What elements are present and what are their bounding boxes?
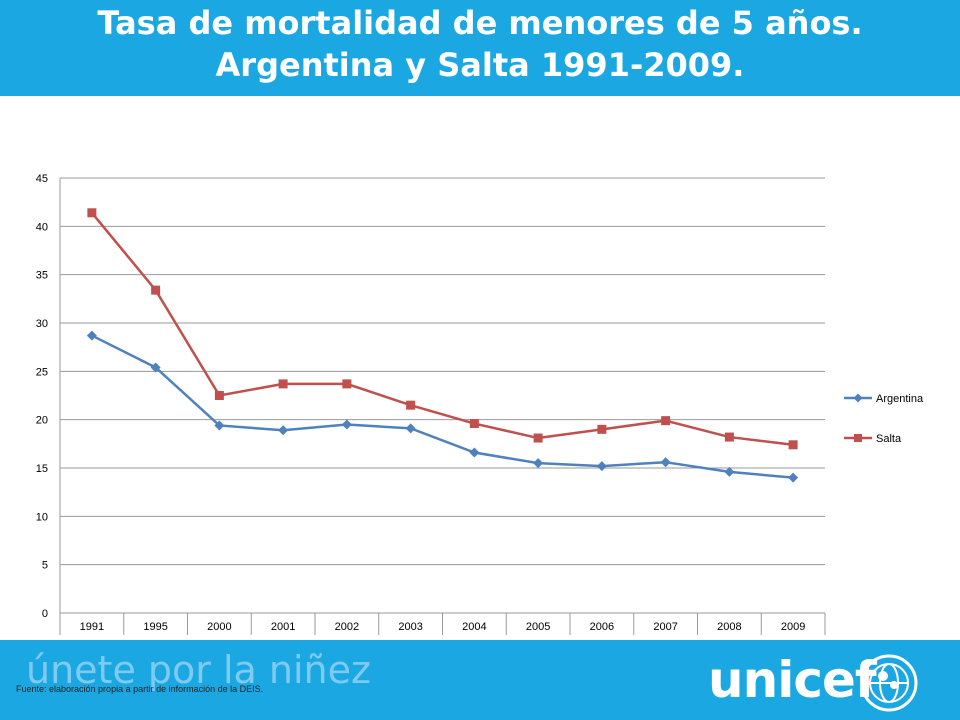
title-banner: Tasa de mortalidad de menores de 5 años.… [0, 0, 960, 96]
data-point-salta [788, 440, 798, 450]
y-tick-label: 40 [36, 221, 48, 233]
x-tick-label: 1991 [80, 621, 104, 633]
y-tick-label: 10 [36, 511, 48, 523]
x-tick-label: 2003 [398, 621, 422, 633]
data-point-argentina [86, 330, 97, 341]
x-tick-label: 2000 [207, 621, 231, 633]
x-tick-label: 2005 [526, 621, 550, 633]
data-point-argentina [278, 425, 289, 436]
x-tick-labels: 1991 1995 2000 2001 2002 2003 2004 2005 2006 2007… [80, 621, 806, 633]
data-point-salta [342, 379, 352, 389]
page-title: Tasa de mortalidad de menores de 5 años.… [0, 2, 960, 86]
y-tick-label: 15 [36, 463, 48, 475]
data-point-argentina [405, 423, 416, 434]
x-tick-label: 2002 [335, 621, 359, 633]
data-point-argentina [341, 419, 352, 430]
legend: Argentina Salta [844, 393, 924, 445]
data-point-argentina [214, 420, 225, 431]
legend-label-salta: Salta [876, 433, 902, 445]
gridlines [60, 177, 825, 614]
x-tick-label: 2004 [462, 621, 486, 633]
x-tick-label: 2006 [590, 621, 614, 633]
x-axis [59, 178, 826, 635]
x-tick-label: 2008 [717, 621, 741, 633]
footer-banner: únete por la niñez Fuente: elaboración p… [0, 640, 960, 720]
legend-marker-argentina [853, 393, 863, 403]
data-point-salta [151, 285, 161, 295]
y-tick-labels: 0 5 10 15 20 25 30 35 40 45 [36, 173, 48, 620]
series-layer [86, 208, 799, 483]
data-point-salta [533, 433, 543, 443]
source-note: Fuente: elaboración propia a partir de i… [16, 684, 264, 694]
unicef-emblem-icon [860, 654, 918, 712]
data-point-salta [406, 400, 416, 410]
x-tick-label: 2009 [781, 621, 805, 633]
y-tick-label: 25 [36, 366, 48, 378]
data-point-argentina [533, 458, 544, 469]
data-point-salta [278, 379, 288, 389]
y-tick-label: 35 [36, 270, 48, 282]
data-point-salta [661, 416, 671, 426]
x-tick-label: 2001 [271, 621, 295, 633]
y-tick-label: 20 [36, 415, 48, 427]
x-tick-label: 1995 [143, 621, 167, 633]
unicef-logo-text: unicef [708, 651, 877, 709]
data-point-salta [597, 424, 607, 434]
y-tick-label: 30 [36, 318, 48, 330]
y-tick-label: 45 [36, 173, 48, 185]
data-point-salta [724, 432, 734, 442]
slogan-text: únete por la niñez [26, 648, 371, 692]
y-tick-label: 5 [42, 560, 48, 572]
data-point-salta [87, 208, 97, 218]
data-point-salta [214, 391, 224, 400]
legend-marker-salta [854, 434, 862, 442]
data-point-argentina [469, 447, 480, 458]
data-point-argentina [724, 466, 735, 477]
series-line-salta [90, 212, 794, 447]
data-point-argentina [660, 457, 671, 468]
legend-label-argentina: Argentina [876, 393, 924, 405]
series-line-argentina [91, 334, 794, 479]
title-line-2: Argentina y Salta 1991-2009. [215, 46, 745, 84]
title-line-1: Tasa de mortalidad de menores de 5 años. [97, 4, 863, 42]
data-point-argentina [150, 362, 161, 373]
data-point-salta [469, 419, 479, 429]
data-point-argentina [788, 472, 799, 483]
data-point-argentina [596, 461, 607, 472]
y-tick-label: 0 [42, 608, 48, 620]
line-chart: 0 5 10 15 20 25 30 35 40 45 1991 1995 2000 2001 2002 2… [36, 173, 924, 635]
x-tick-label: 2007 [653, 621, 677, 633]
